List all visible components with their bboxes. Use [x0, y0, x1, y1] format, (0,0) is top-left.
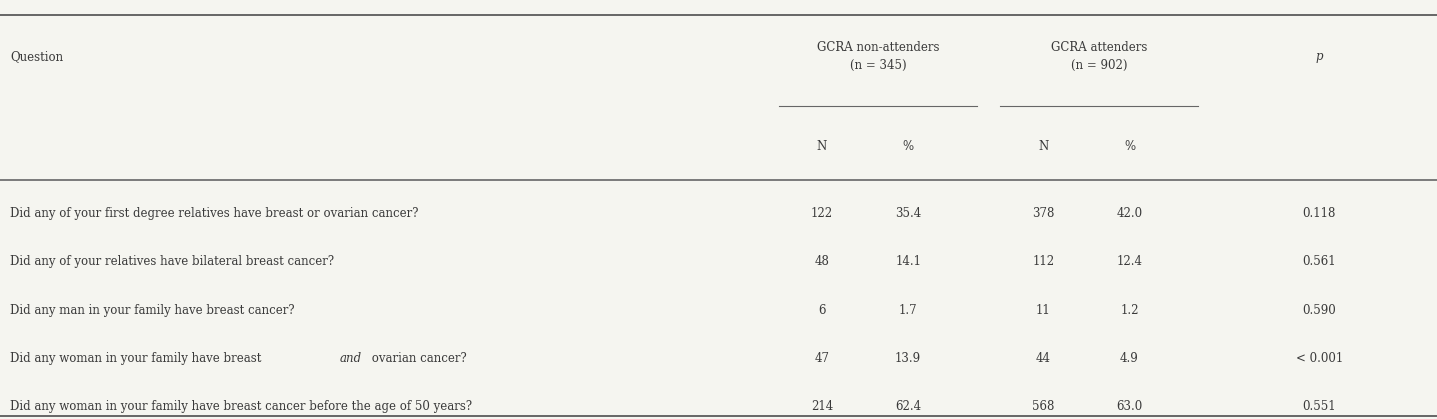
Text: 42.0: 42.0 — [1117, 207, 1142, 220]
Text: Did any of your relatives have bilateral breast cancer?: Did any of your relatives have bilateral… — [10, 255, 335, 269]
Text: 112: 112 — [1032, 255, 1055, 269]
Text: 0.590: 0.590 — [1302, 303, 1336, 317]
Text: 4.9: 4.9 — [1119, 352, 1140, 365]
Text: p: p — [1315, 50, 1323, 63]
Text: 0.561: 0.561 — [1302, 255, 1336, 269]
Text: %: % — [1124, 140, 1135, 153]
Text: 12.4: 12.4 — [1117, 255, 1142, 269]
Text: 122: 122 — [810, 207, 833, 220]
Text: 48: 48 — [815, 255, 829, 269]
Text: 214: 214 — [810, 400, 833, 413]
Text: < 0.001: < 0.001 — [1296, 352, 1342, 365]
Text: Did any man in your family have breast cancer?: Did any man in your family have breast c… — [10, 303, 295, 317]
Text: Did any of your first degree relatives have breast or ovarian cancer?: Did any of your first degree relatives h… — [10, 207, 418, 220]
Text: Question: Question — [10, 50, 63, 63]
Text: GCRA attenders
(n = 902): GCRA attenders (n = 902) — [1050, 41, 1148, 72]
Text: 0.118: 0.118 — [1302, 207, 1336, 220]
Text: 0.551: 0.551 — [1302, 400, 1336, 413]
Text: Did any woman in your family have breast: Did any woman in your family have breast — [10, 352, 266, 365]
Text: and: and — [339, 352, 361, 365]
Text: 62.4: 62.4 — [895, 400, 921, 413]
Text: 35.4: 35.4 — [895, 207, 921, 220]
Text: 63.0: 63.0 — [1117, 400, 1142, 413]
Text: 14.1: 14.1 — [895, 255, 921, 269]
Text: N: N — [1038, 140, 1049, 153]
Text: N: N — [816, 140, 828, 153]
Text: GCRA non-attenders
(n = 345): GCRA non-attenders (n = 345) — [816, 41, 940, 72]
Text: 1.7: 1.7 — [900, 303, 917, 317]
Text: 44: 44 — [1036, 352, 1050, 365]
Text: 568: 568 — [1032, 400, 1055, 413]
Text: 47: 47 — [815, 352, 829, 365]
Text: %: % — [902, 140, 914, 153]
Text: ovarian cancer?: ovarian cancer? — [368, 352, 467, 365]
Text: 11: 11 — [1036, 303, 1050, 317]
Text: 13.9: 13.9 — [895, 352, 921, 365]
Text: 1.2: 1.2 — [1121, 303, 1138, 317]
Text: 378: 378 — [1032, 207, 1055, 220]
Text: 6: 6 — [818, 303, 826, 317]
Text: Did any woman in your family have breast cancer before the age of 50 years?: Did any woman in your family have breast… — [10, 400, 473, 413]
